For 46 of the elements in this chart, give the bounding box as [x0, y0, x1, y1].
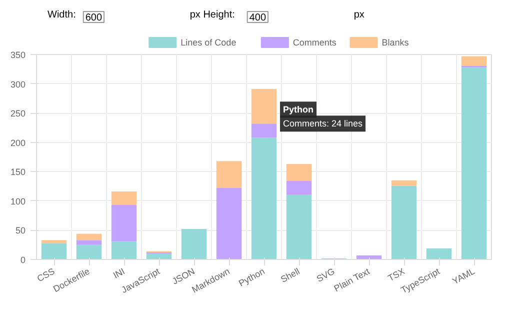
text: px	[354, 10, 364, 20]
bar	[76, 234, 102, 240]
bar	[391, 186, 417, 260]
x-tick-label: INI	[112, 266, 126, 280]
bar	[286, 164, 312, 182]
bar	[41, 243, 67, 260]
bar	[461, 67, 487, 260]
bar	[76, 240, 102, 245]
bar	[426, 248, 452, 260]
text: 600	[85, 12, 102, 24]
bar	[76, 244, 102, 260]
text: Width:	[48, 10, 76, 20]
y-tick-label: 200	[10, 138, 26, 148]
bar	[251, 138, 277, 260]
x-tick-label: SVG	[314, 266, 336, 284]
bar	[391, 180, 417, 186]
bar	[181, 229, 207, 260]
annotation: Comments: 24 lines	[283, 118, 364, 129]
bar	[251, 89, 277, 124]
y-tick-label: 350	[10, 50, 26, 60]
bar	[251, 124, 277, 138]
bar	[111, 192, 137, 206]
bar	[146, 254, 172, 260]
x-tick-label: CSS	[35, 266, 56, 284]
y-tick-label: 50	[15, 226, 26, 236]
text: 400	[249, 12, 266, 24]
y-tick-label: 100	[10, 196, 26, 206]
x-tick-label: Shell	[279, 266, 302, 284]
annotation: Python	[283, 104, 314, 115]
bar	[111, 205, 137, 242]
text: px Height:	[190, 10, 235, 20]
legend-label: Lines of Code	[180, 38, 236, 48]
bar	[41, 240, 67, 244]
bar	[286, 194, 312, 260]
y-tick-label: 150	[10, 167, 26, 178]
bar	[216, 161, 242, 188]
x-tick-label: YAML	[450, 266, 476, 286]
bar	[461, 56, 487, 66]
bar	[286, 181, 312, 194]
legend-label: Comments	[292, 38, 337, 48]
y-tick-label: 250	[10, 108, 26, 119]
legend-label: Blanks	[382, 38, 410, 48]
y-tick-label: 300	[10, 79, 26, 90]
bar	[216, 188, 242, 260]
bar	[111, 241, 137, 260]
y-tick-label: 0	[20, 255, 26, 265]
